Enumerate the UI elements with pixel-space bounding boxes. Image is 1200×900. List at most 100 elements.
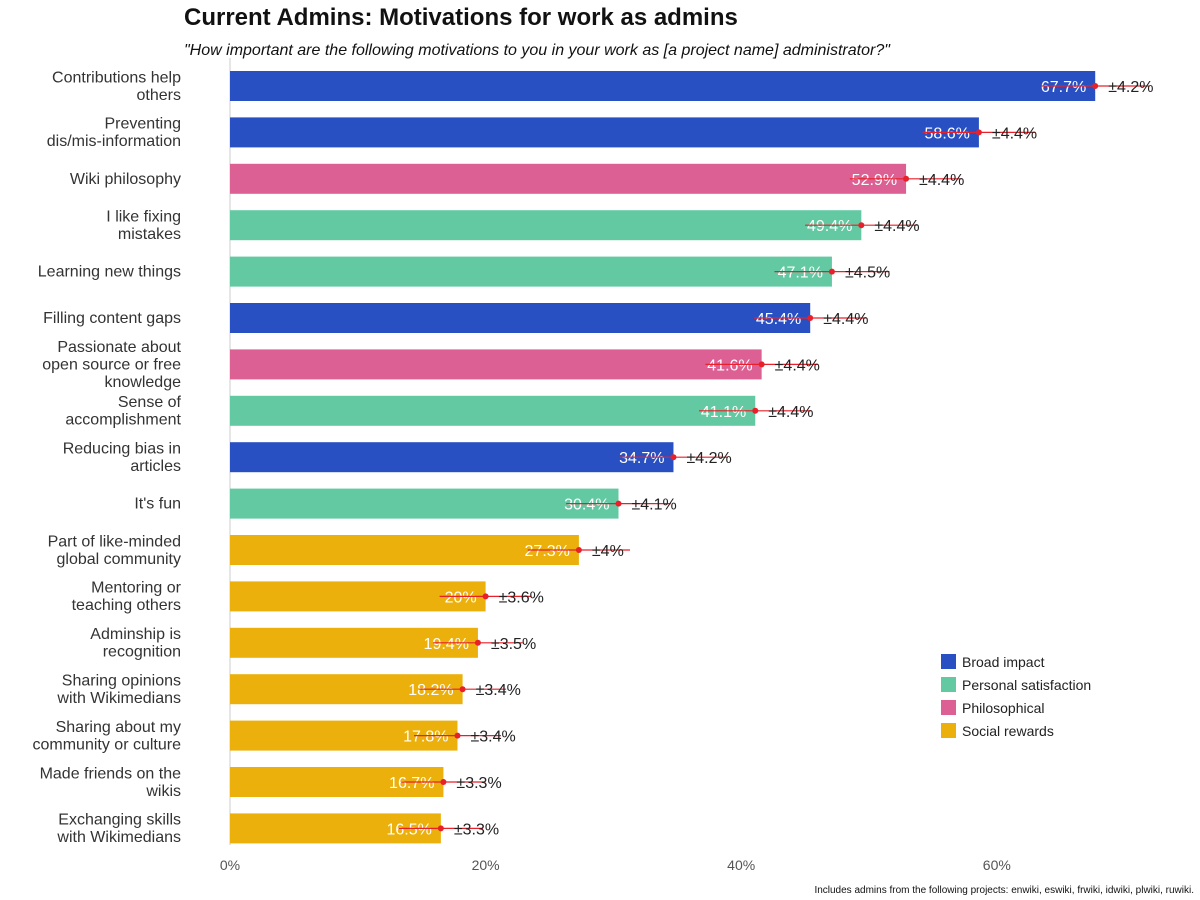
chart-subtitle: "How important are the following motivat… <box>184 42 890 59</box>
category-label: Learning new things <box>38 264 181 281</box>
error-point <box>828 268 835 275</box>
legend-label: Social rewards <box>962 723 1054 739</box>
bar <box>230 210 862 241</box>
error-label: ±4.5% <box>845 265 890 282</box>
legend-swatch <box>941 654 956 669</box>
value-label: 47.1% <box>778 265 823 282</box>
legend-label: Personal satisfaction <box>962 677 1091 693</box>
value-label: 17.8% <box>403 729 448 746</box>
value-label: 18.2% <box>408 682 453 699</box>
category-label: Adminship is recognition <box>90 626 181 661</box>
error-label: ±4.4% <box>919 172 964 189</box>
bar <box>230 303 811 333</box>
bar <box>230 488 619 519</box>
error-label: ±4.2% <box>686 450 731 467</box>
error-point <box>975 129 982 136</box>
category-label-line: with Wikimedians <box>56 690 181 707</box>
value-label: 20% <box>445 589 477 606</box>
chart-title: Current Admins: Motivations for work as … <box>184 4 738 31</box>
x-tick-label: 60% <box>983 857 1011 873</box>
category-label-line: Part of like-minded <box>48 533 181 550</box>
category-label: It's fun <box>134 496 181 513</box>
error-label: ±4.4% <box>874 218 919 235</box>
value-label: 45.4% <box>756 311 801 328</box>
error-point <box>459 686 466 693</box>
error-label: ±3.4% <box>470 729 515 746</box>
category-label-line: open source or free <box>42 356 181 373</box>
category-label-line: global community <box>57 551 182 568</box>
error-label: ±4.4% <box>768 404 813 421</box>
category-label-line: mistakes <box>118 226 181 243</box>
legend-swatch <box>941 723 956 738</box>
category-label: Sharing about my community or culture <box>33 719 182 754</box>
legend-label: Broad impact <box>962 654 1045 670</box>
error-label: ±3.6% <box>499 589 544 606</box>
category-label: Mentoring or teaching others <box>72 580 182 615</box>
category-label-line: It's fun <box>134 496 181 513</box>
category-label: Passionate about open source or free knowl… <box>42 339 181 391</box>
value-label: 58.6% <box>925 125 970 142</box>
error-point <box>758 361 765 368</box>
category-label-line: articles <box>130 458 181 475</box>
category-label: Wiki philosophy <box>70 171 181 188</box>
category-label-line: Sharing about my <box>56 719 181 736</box>
error-point <box>807 315 814 321</box>
bar <box>230 395 756 426</box>
category-label-line: Contributions help <box>52 69 181 86</box>
legend-label: Philosophical <box>962 700 1045 716</box>
error-label: ±3.3% <box>454 821 499 838</box>
category-label-line: with Wikimedians <box>56 829 181 846</box>
category-label-line: Preventing <box>105 116 182 133</box>
category-label-line: teaching others <box>72 597 181 614</box>
error-label: ±4.4% <box>992 125 1037 142</box>
error-label: ±4.2% <box>1108 79 1153 96</box>
error-point <box>615 500 622 507</box>
error-label: ±4.4% <box>823 311 868 328</box>
error-point <box>482 593 489 600</box>
legend-swatch <box>941 677 956 692</box>
category-label-line: dis/mis-information <box>47 133 181 150</box>
error-point <box>474 639 481 646</box>
value-label: 52.9% <box>852 172 897 189</box>
bar <box>230 256 832 287</box>
category-label-line: recognition <box>103 644 181 661</box>
error-point <box>752 407 759 414</box>
category-label-line: Sense of <box>118 394 182 411</box>
category-label-line: Learning new things <box>38 264 181 281</box>
error-label: ±4% <box>592 543 624 560</box>
category-label-line: Made friends on the <box>40 765 182 782</box>
value-label: 16.7% <box>389 775 434 792</box>
category-label-line: community or culture <box>33 736 182 753</box>
category-label-line: Reducing bias in <box>63 440 181 457</box>
error-point <box>454 732 461 739</box>
category-label-line: Wiki philosophy <box>70 171 181 188</box>
error-label: ±3.5% <box>491 636 536 653</box>
x-tick-label: 40% <box>727 857 755 873</box>
error-point <box>670 454 677 461</box>
category-label: Preventing dis/mis-information <box>47 116 181 151</box>
value-label: 16.5% <box>386 821 431 838</box>
category-label-line: Mentoring or <box>91 580 181 597</box>
bar <box>230 71 1096 101</box>
category-label: Filling content gaps <box>43 310 181 327</box>
value-label: 49.4% <box>807 218 852 235</box>
bar <box>230 117 979 148</box>
category-label: Sharing opinions with Wikimedians <box>56 672 181 707</box>
error-point <box>858 222 865 229</box>
category-label: Part of like-minded global community <box>48 533 181 568</box>
category-label: I like fixing mistakes <box>106 208 181 243</box>
category-label-line: others <box>137 87 181 104</box>
error-point <box>1092 83 1099 89</box>
category-label-line: knowledge <box>105 374 182 391</box>
category-label: Made friends on the wikis <box>40 765 182 800</box>
category-label-line: Adminship is <box>90 626 181 643</box>
error-point <box>575 547 582 553</box>
value-label: 30.4% <box>564 497 609 514</box>
footnote: Includes admins from the following proje… <box>814 885 1194 896</box>
category-label: Sense of accomplishment <box>65 394 181 429</box>
bar <box>230 349 762 380</box>
value-label: 34.7% <box>619 450 664 467</box>
category-label-line: Sharing opinions <box>62 672 181 689</box>
category-label: Exchanging skills with Wikimedians <box>56 812 181 847</box>
